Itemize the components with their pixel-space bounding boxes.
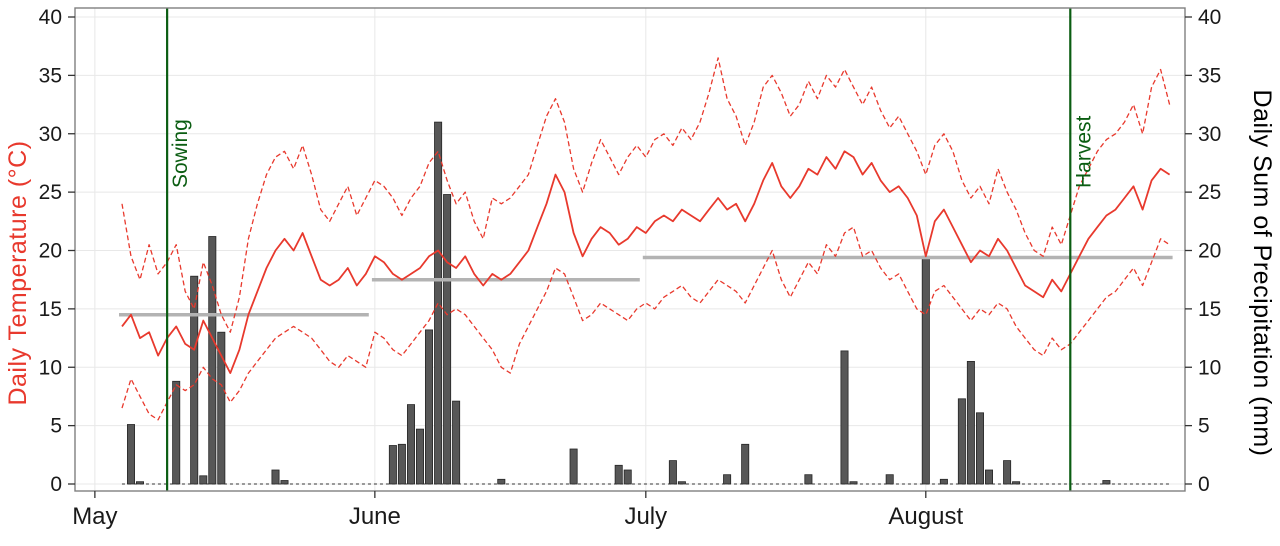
precip-bar bbox=[127, 424, 136, 485]
left-tick-label: 35 bbox=[39, 64, 62, 87]
month-label: June bbox=[349, 503, 401, 530]
precip-bar bbox=[271, 469, 280, 485]
precip-bar bbox=[280, 480, 289, 485]
left-tick-label: 5 bbox=[50, 415, 62, 438]
precip-bar bbox=[190, 275, 199, 485]
precip-bar bbox=[840, 350, 849, 485]
right-tick-label: 0 bbox=[1198, 473, 1210, 496]
precip-bar bbox=[741, 443, 750, 485]
precip-bar bbox=[885, 474, 894, 485]
plot-panel bbox=[75, 8, 1185, 491]
panel-border bbox=[74, 7, 1186, 492]
event-label-harvest: Harvest bbox=[1072, 115, 1095, 188]
precip-bar bbox=[1012, 481, 1021, 485]
precip-bar bbox=[677, 481, 686, 485]
precipitation-bars bbox=[127, 121, 1111, 485]
left-tick-label: 40 bbox=[39, 6, 62, 29]
right-tick-label: 40 bbox=[1198, 6, 1221, 29]
precip-bar bbox=[497, 478, 506, 485]
right-tick-label: 5 bbox=[1198, 415, 1210, 438]
left-tick-label: 30 bbox=[39, 123, 62, 146]
precip-bar bbox=[434, 121, 443, 485]
left-tick-label: 25 bbox=[39, 181, 62, 204]
precip-bar bbox=[406, 404, 415, 485]
precip-bar bbox=[397, 443, 406, 485]
left-tick-label: 20 bbox=[39, 240, 62, 263]
right-tick-label: 30 bbox=[1198, 123, 1221, 146]
gridlines bbox=[75, 8, 1185, 491]
precip-bar bbox=[199, 475, 208, 485]
precip-bar bbox=[1102, 480, 1111, 485]
precip-bar bbox=[849, 481, 858, 485]
month-label: August bbox=[888, 503, 963, 530]
precip-bar bbox=[1003, 460, 1012, 485]
right-tick-label: 10 bbox=[1198, 356, 1221, 379]
precip-bar bbox=[804, 474, 813, 485]
left-tick-label: 10 bbox=[39, 356, 62, 379]
precip-bar bbox=[985, 469, 994, 485]
precip-bar bbox=[217, 331, 226, 485]
precip-bar bbox=[939, 478, 948, 485]
left-tick-label: 0 bbox=[50, 473, 62, 496]
month-label: May bbox=[72, 503, 117, 530]
left-tick-label: 15 bbox=[39, 298, 62, 321]
precip-bar bbox=[614, 464, 623, 485]
right-tick-label: 15 bbox=[1198, 298, 1221, 321]
precip-bar bbox=[723, 474, 732, 485]
precip-bar bbox=[966, 360, 975, 485]
precip-bar bbox=[424, 329, 433, 485]
precip-bar bbox=[569, 448, 578, 485]
month-label: July bbox=[624, 503, 667, 530]
precip-bar bbox=[668, 460, 677, 485]
right-tick-label: 25 bbox=[1198, 181, 1221, 204]
right-tick-label: 20 bbox=[1198, 240, 1221, 263]
precip-bar bbox=[208, 236, 217, 485]
precip-bar bbox=[957, 398, 966, 485]
precip-bar bbox=[135, 481, 144, 485]
right-axis-title: Daily Sum of Precipitation (mm) bbox=[1248, 89, 1276, 457]
event-label-sowing: Sowing bbox=[169, 119, 192, 188]
precip-bar bbox=[172, 380, 181, 485]
right-tick-label: 35 bbox=[1198, 64, 1221, 87]
daily-min-temperature-line bbox=[121, 226, 1170, 421]
precip-bar bbox=[976, 412, 985, 485]
precip-bar bbox=[388, 445, 397, 485]
daily-max-temperature-line bbox=[121, 57, 1171, 333]
precip-bar bbox=[443, 194, 452, 485]
daily-mean-temperature-line bbox=[121, 150, 1171, 375]
axes: 0 5 10 15 20 25 30 35 40 0 5 10 15 20 25 30 35 40 May June J… bbox=[39, 6, 1222, 530]
precip-bar bbox=[452, 400, 461, 485]
precip-bar bbox=[921, 255, 930, 485]
precip-bar bbox=[623, 469, 632, 485]
precip-bar bbox=[415, 428, 424, 485]
